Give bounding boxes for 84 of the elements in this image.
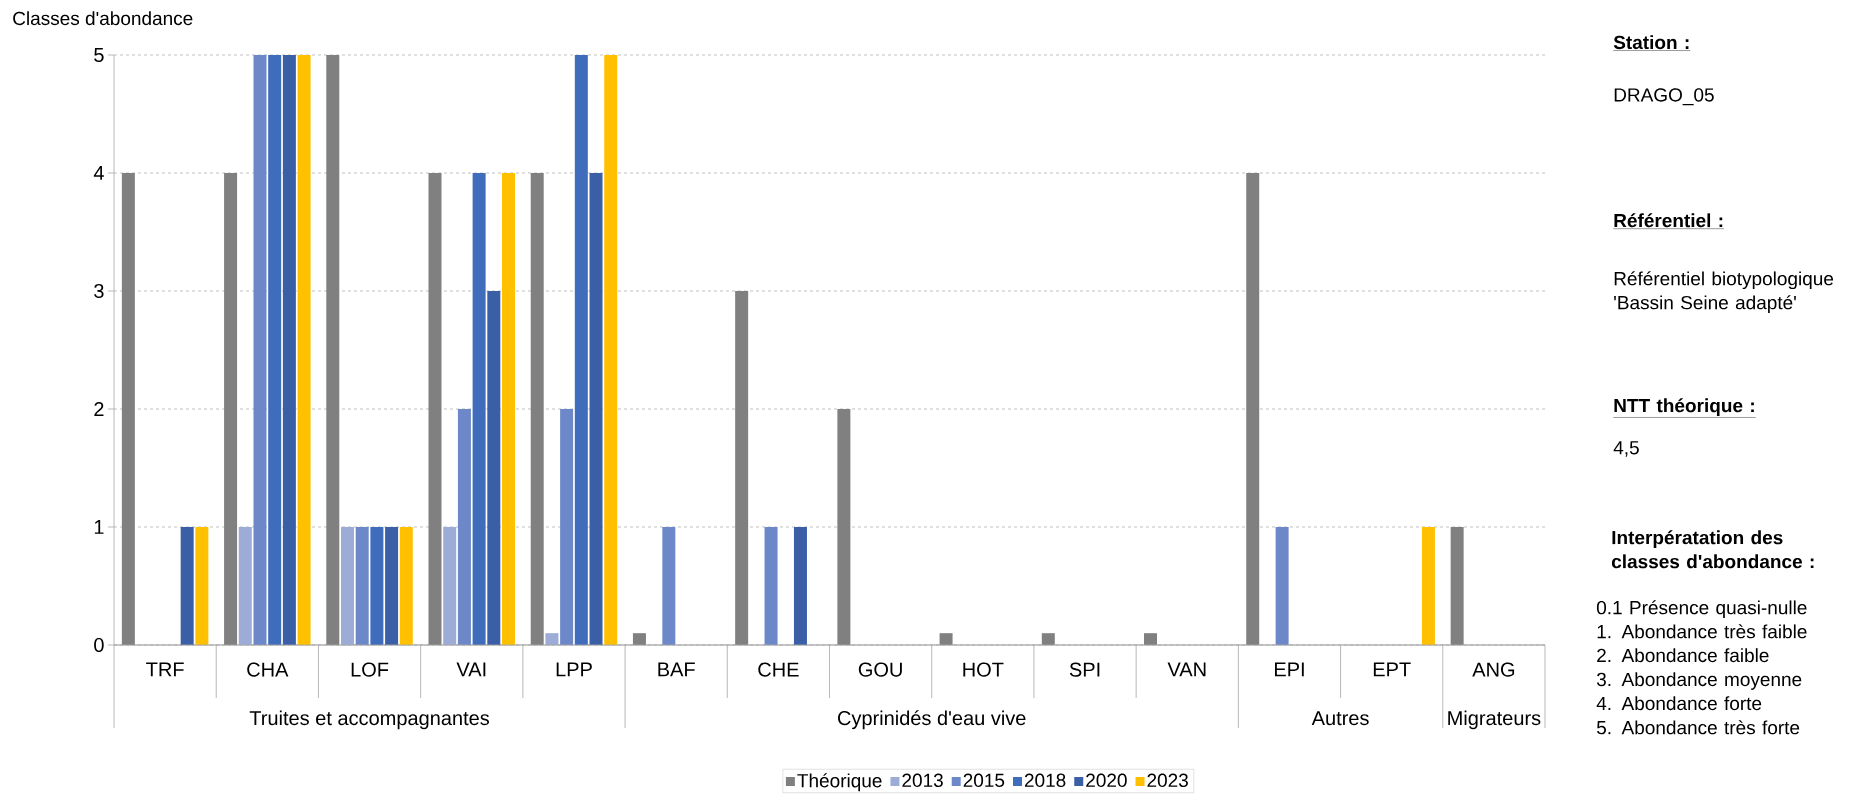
text: DRAGO_05 <box>1614 88 1714 106</box>
text: Migrateurs <box>1448 710 1541 730</box>
y-axis-title: Classes d'abondance <box>13 11 193 26</box>
text: 0.1 Présence quasi-nulle <box>1596 600 1807 619</box>
bar <box>224 172 238 645</box>
bar <box>428 172 442 645</box>
bar <box>385 526 399 645</box>
x-tick-label: BAF <box>658 662 695 677</box>
bar <box>1144 633 1158 645</box>
bar <box>604 54 618 645</box>
text: Station : <box>1613 35 1689 50</box>
y-tick-label: 1 <box>94 520 104 534</box>
text: 1. Abondance très faible <box>1597 624 1807 639</box>
bar <box>1041 633 1055 645</box>
bar <box>589 172 603 645</box>
text: Interpératation des classes d'abondance : <box>1611 530 1814 569</box>
x-tick-label: VAI <box>456 662 486 677</box>
legend-label: Théorique <box>797 773 882 792</box>
bar <box>121 172 135 645</box>
bar <box>530 172 544 645</box>
bar <box>1450 526 1464 645</box>
bar <box>487 290 501 645</box>
bar <box>253 54 267 645</box>
x-tick-label: TRF <box>146 662 184 677</box>
bar <box>545 633 559 645</box>
text: Truites et accompagnantes <box>249 710 490 730</box>
x-tick-label: LPP <box>556 662 592 677</box>
legend-label: 2015 <box>963 773 1005 788</box>
bar <box>399 526 413 645</box>
bar <box>443 526 457 645</box>
bar <box>268 54 282 645</box>
bar <box>735 290 749 645</box>
x-tick-label: EPT <box>1373 662 1411 677</box>
bar <box>793 526 807 645</box>
text: 4,5 <box>1613 441 1639 457</box>
x-tick-label: SPI <box>1069 662 1100 677</box>
bar <box>1421 526 1435 645</box>
x-tick-label: CHE <box>758 662 799 677</box>
x-tick-label: ANG <box>1472 662 1515 677</box>
x-tick-label: HOT <box>963 662 1004 677</box>
bar <box>764 526 778 645</box>
text: Autres <box>1311 711 1369 726</box>
bar <box>370 526 384 645</box>
x-tick-label: CHA <box>247 662 289 677</box>
x-tick-label: VAN <box>1167 662 1206 677</box>
y-tick-label: 4 <box>93 166 104 180</box>
y-tick-label: 3 <box>94 283 104 299</box>
bar <box>457 408 471 645</box>
text: 2. Abondance faible <box>1597 648 1769 663</box>
text: 4. Abondance forte <box>1596 696 1762 711</box>
text: 5. Abondance très forte <box>1596 720 1800 735</box>
bar <box>837 408 851 645</box>
legend-label: 2018 <box>1024 773 1066 788</box>
bar <box>195 526 209 645</box>
text: 3. Abondance moyenne <box>1596 672 1802 690</box>
bar <box>1246 172 1260 645</box>
legend-label: 2023 <box>1147 773 1188 788</box>
bar <box>574 54 588 645</box>
text: Référentiel : <box>1614 213 1723 228</box>
bar <box>939 633 953 645</box>
bar <box>1275 526 1289 645</box>
text: NTT théorique : <box>1614 398 1754 417</box>
bar <box>502 172 516 645</box>
x-tick-label: GOU <box>858 662 902 677</box>
legend-label: 2013 <box>902 773 943 788</box>
bar <box>632 633 646 645</box>
bar <box>355 526 369 645</box>
x-tick-label: LOF <box>351 662 389 677</box>
legend-label: 2020 <box>1086 773 1127 788</box>
bar <box>326 54 340 645</box>
y-tick-label: 0 <box>94 637 104 653</box>
x-tick-label: EPI <box>1275 662 1304 677</box>
bar <box>340 526 354 645</box>
bar <box>472 172 486 645</box>
bar <box>180 526 194 645</box>
bar <box>238 526 252 645</box>
bar <box>560 408 574 645</box>
bar <box>297 54 311 645</box>
y-tick-label: 5 <box>94 48 104 62</box>
text: Cyprinidés d'eau vive <box>838 710 1026 730</box>
text: Référentiel biotypologique 'Bassin Seine adapté' <box>1614 271 1834 314</box>
bar <box>282 54 296 645</box>
y-tick-label: 2 <box>94 402 104 416</box>
bar <box>662 526 676 645</box>
